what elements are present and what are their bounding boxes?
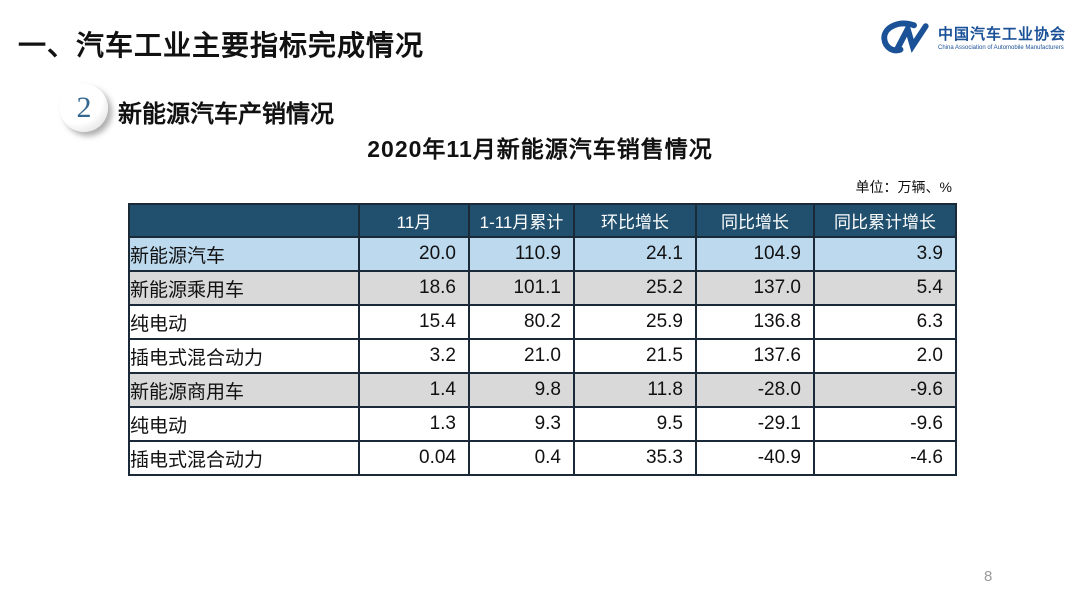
logo-name-en: China Association of Automobile Manufact…	[937, 45, 1064, 51]
row-label: 纯电动	[128, 406, 360, 442]
table-cell: 80.2	[468, 304, 575, 340]
table-cell: 24.1	[573, 236, 697, 272]
table-row: 纯电动 15.4 80.2 25.9 136.8 6.3	[128, 304, 957, 340]
table-cell: 5.4	[813, 270, 957, 306]
table-header-row: 11月 1-11月累计 环比增长 同比增长 同比累计增长	[128, 203, 957, 238]
table-cell: 3.2	[358, 338, 470, 374]
table-cell: -4.6	[813, 440, 957, 476]
table-cell: 9.5	[573, 406, 697, 442]
table-row: 插电式混合动力 3.2 21.0 21.5 137.6 2.0	[128, 338, 957, 374]
column-header-5: 同比累计增长	[813, 203, 957, 238]
table-cell: 110.9	[468, 236, 575, 272]
logo-name-cn: 中国汽车工业协会	[937, 26, 1066, 43]
table-cell: 35.3	[573, 440, 697, 476]
table-cell: -9.6	[813, 372, 957, 408]
table-cell: -9.6	[813, 406, 957, 442]
row-label: 新能源汽车	[128, 236, 360, 272]
table-cell: 11.8	[573, 372, 697, 408]
table-cell: 2.0	[813, 338, 957, 374]
section-title: 新能源汽车产销情况	[118, 101, 334, 128]
table-cell: 20.0	[358, 236, 470, 272]
logo: 中国汽车工业协会 China Association of Automobile…	[878, 18, 1066, 56]
table-cell: 25.9	[573, 304, 697, 340]
table-cell: 9.3	[468, 406, 575, 442]
table-row: 新能源汽车 20.0 110.9 24.1 104.9 3.9	[128, 236, 957, 272]
table-cell: 101.1	[468, 270, 575, 306]
cam-logo-icon	[881, 20, 929, 54]
row-label: 纯电动	[128, 304, 360, 340]
table-cell: 0.04	[358, 440, 470, 476]
table-cell: 136.8	[695, 304, 815, 340]
row-label: 新能源商用车	[128, 372, 360, 408]
table-cell: 21.5	[573, 338, 697, 374]
row-label: 插电式混合动力	[128, 440, 360, 476]
table-cell: 6.3	[813, 304, 957, 340]
table-cell: 1.4	[358, 372, 470, 408]
section-number-badge: 2	[60, 84, 108, 132]
table-cell: 15.4	[358, 304, 470, 340]
table-cell: 21.0	[468, 338, 575, 374]
table-cell: -29.1	[695, 406, 815, 442]
table-cell: 137.0	[695, 270, 815, 306]
table-row: 插电式混合动力 0.04 0.4 35.3 -40.9 -4.6	[128, 440, 957, 476]
column-header-0	[128, 203, 360, 238]
page-number: 8	[984, 568, 993, 585]
table-title: 2020年11月新能源汽车销售情况	[367, 136, 713, 162]
column-header-1: 11月	[358, 203, 470, 238]
table-cell: 25.2	[573, 270, 697, 306]
table-cell: 3.9	[813, 236, 957, 272]
table-cell: 104.9	[695, 236, 815, 272]
table-cell: 9.8	[468, 372, 575, 408]
page-title: 一、汽车工业主要指标完成情况	[18, 30, 425, 61]
table-row: 新能源商用车 1.4 9.8 11.8 -28.0 -9.6	[128, 372, 957, 408]
row-label: 插电式混合动力	[128, 338, 360, 374]
table-cell: -40.9	[695, 440, 815, 476]
table-cell: -28.0	[695, 372, 815, 408]
nev-sales-table: 11月 1-11月累计 环比增长 同比增长 同比累计增长 新能源汽车 20.0 110.9 2…	[128, 203, 957, 476]
column-header-3: 环比增长	[573, 203, 697, 238]
table-cell: 18.6	[358, 270, 470, 306]
logo-text: 中国汽车工业协会 China Association of Automobile…	[938, 23, 1066, 51]
table-cell: 1.3	[358, 406, 470, 442]
table-row: 新能源乘用车 18.6 101.1 25.2 137.0 5.4	[128, 270, 957, 306]
column-header-2: 1-11月累计	[468, 203, 575, 238]
table-cell: 0.4	[468, 440, 575, 476]
row-label: 新能源乘用车	[128, 270, 360, 306]
table-cell: 137.6	[695, 338, 815, 374]
table-row: 纯电动 1.3 9.3 9.5 -29.1 -9.6	[128, 406, 957, 442]
column-header-4: 同比增长	[695, 203, 815, 238]
unit-label: 单位：万辆、%	[855, 179, 952, 195]
